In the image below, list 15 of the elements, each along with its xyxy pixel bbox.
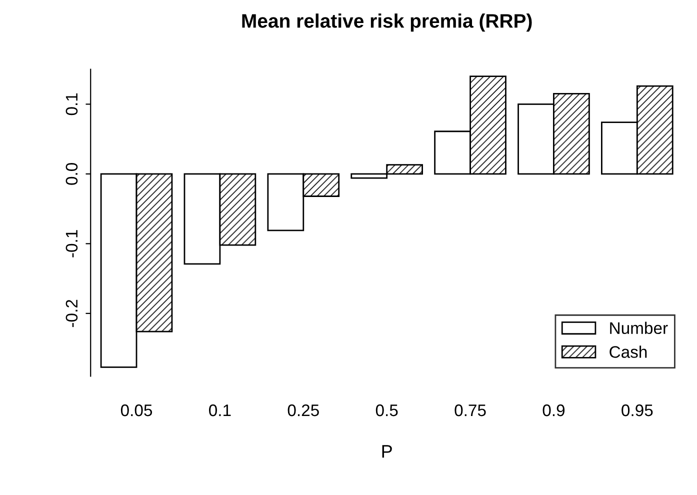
chart-title: Mean relative risk premia (RRP) [242, 14, 532, 32]
y-tick-label: 0.1 [66, 93, 78, 116]
x-tick-label: 0.9 [542, 404, 565, 416]
y-tick-label: 0.0 [66, 162, 78, 185]
x-tick-label: 0.1 [209, 404, 231, 416]
legend-label: Number [610, 322, 668, 334]
legend-label: Cash [610, 346, 647, 358]
x-tick-label: 0.25 [288, 404, 319, 416]
x-tick-label: 0.75 [454, 404, 486, 416]
x-tick-label: 0.5 [376, 404, 398, 416]
x-tick-label: 0.05 [120, 404, 152, 416]
x-axis-title: P [382, 445, 392, 458]
x-tick-label: 0.95 [622, 404, 653, 416]
y-tick-label: -0.1 [66, 230, 78, 258]
y-tick-label: -0.2 [66, 300, 78, 328]
